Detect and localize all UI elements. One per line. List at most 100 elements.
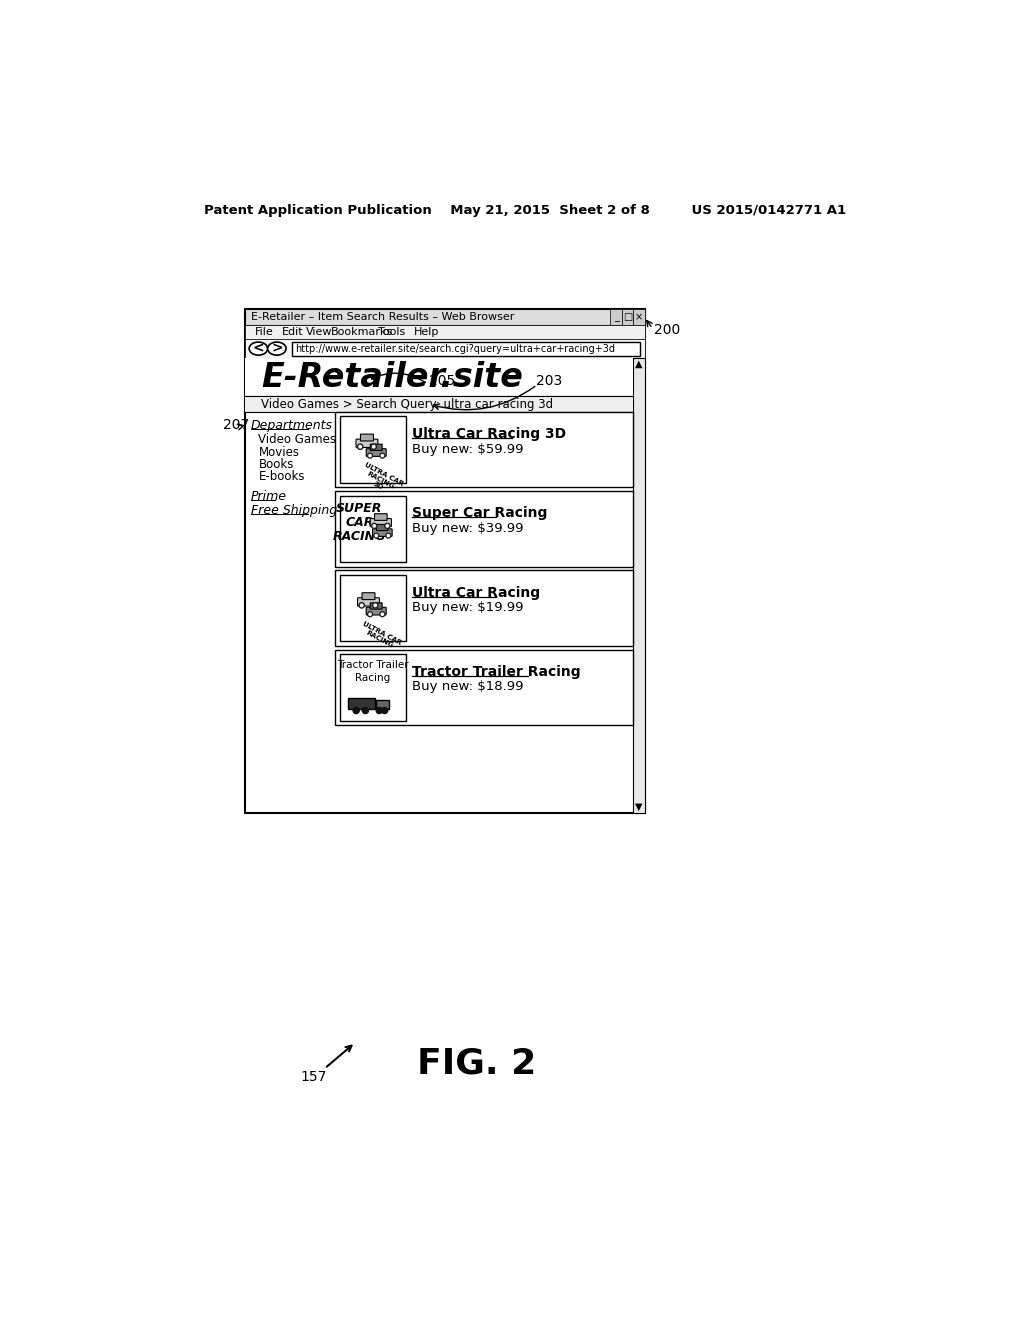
Circle shape <box>381 612 383 615</box>
Circle shape <box>353 708 359 714</box>
Text: Ultra Car Racing: Ultra Car Racing <box>413 586 541 599</box>
Circle shape <box>360 605 362 606</box>
Text: Tools: Tools <box>379 327 406 338</box>
Circle shape <box>386 525 388 527</box>
Text: Help: Help <box>414 327 439 338</box>
Bar <box>340 576 407 642</box>
Text: Buy new: $59.99: Buy new: $59.99 <box>413 442 524 455</box>
Circle shape <box>381 454 383 457</box>
Circle shape <box>375 535 378 537</box>
Circle shape <box>368 453 373 458</box>
Bar <box>348 698 375 709</box>
Circle shape <box>373 445 375 447</box>
Bar <box>245 358 634 396</box>
FancyBboxPatch shape <box>360 434 374 441</box>
Bar <box>336 412 634 487</box>
Bar <box>634 309 645 326</box>
Circle shape <box>386 533 391 539</box>
FancyBboxPatch shape <box>377 524 388 531</box>
Circle shape <box>357 444 362 449</box>
Text: Tractor Trailer Racing: Tractor Trailer Racing <box>413 665 581 678</box>
Text: Ultra Car Racing 3D: Ultra Car Racing 3D <box>413 428 566 441</box>
FancyBboxPatch shape <box>367 449 386 457</box>
Circle shape <box>359 603 365 609</box>
Text: Tractor Trailer
Racing: Tractor Trailer Racing <box>337 660 409 682</box>
Bar <box>245 309 645 813</box>
Text: □: □ <box>623 312 632 322</box>
Circle shape <box>382 708 388 714</box>
Text: 203: 203 <box>536 374 562 388</box>
Text: ×: × <box>635 312 643 322</box>
Text: E-books: E-books <box>258 470 305 483</box>
Circle shape <box>368 611 373 616</box>
Text: Books: Books <box>258 458 294 471</box>
Text: 157: 157 <box>301 1071 327 1084</box>
Text: View: View <box>306 327 333 338</box>
Text: FIG. 2: FIG. 2 <box>418 1047 537 1080</box>
Bar <box>336 491 634 566</box>
FancyBboxPatch shape <box>367 607 386 615</box>
Bar <box>245 326 645 339</box>
Ellipse shape <box>267 342 286 355</box>
Circle shape <box>373 525 376 527</box>
Text: File: File <box>255 327 274 338</box>
Text: <: < <box>253 342 264 355</box>
Circle shape <box>369 612 371 615</box>
Text: ▼: ▼ <box>636 801 643 812</box>
Text: E-Retailer.site: E-Retailer.site <box>261 360 523 393</box>
Circle shape <box>369 454 371 457</box>
Bar <box>245 309 645 326</box>
Text: Buy new: $39.99: Buy new: $39.99 <box>413 521 524 535</box>
FancyBboxPatch shape <box>356 440 378 447</box>
Bar <box>340 655 407 721</box>
Bar <box>336 649 634 725</box>
FancyBboxPatch shape <box>375 513 387 520</box>
FancyBboxPatch shape <box>373 529 392 536</box>
Bar <box>245 339 645 358</box>
Bar <box>610 309 622 326</box>
Circle shape <box>380 453 385 458</box>
FancyBboxPatch shape <box>362 593 375 599</box>
Bar <box>245 396 634 412</box>
FancyBboxPatch shape <box>357 598 380 606</box>
Text: Movies: Movies <box>258 446 299 458</box>
Circle shape <box>372 523 377 528</box>
Text: Buy new: $18.99: Buy new: $18.99 <box>413 681 524 693</box>
Text: 207: 207 <box>223 418 249 432</box>
Text: Video Games > Search Query: ultra car racing 3d: Video Games > Search Query: ultra car ra… <box>261 397 554 411</box>
Text: Buy new: $19.99: Buy new: $19.99 <box>413 601 524 614</box>
Circle shape <box>380 611 385 616</box>
Text: 205: 205 <box>429 374 456 388</box>
Circle shape <box>374 533 379 539</box>
Text: SUPER
CAR
RACING: SUPER CAR RACING <box>333 502 386 543</box>
Text: Departments: Departments <box>251 420 333 433</box>
Bar <box>622 309 634 326</box>
Circle shape <box>373 603 378 609</box>
Ellipse shape <box>249 342 267 355</box>
Text: E-Retailer – Item Search Results – Web Browser: E-Retailer – Item Search Results – Web B… <box>251 312 514 322</box>
Bar <box>634 358 645 813</box>
Circle shape <box>376 708 382 714</box>
Bar <box>340 416 407 483</box>
Text: Free Shipping: Free Shipping <box>251 504 337 517</box>
Text: Bookmarks: Bookmarks <box>331 327 393 338</box>
Text: Video Games: Video Games <box>258 433 336 446</box>
FancyBboxPatch shape <box>371 519 391 527</box>
Circle shape <box>371 444 377 449</box>
Text: Super Car Racing: Super Car Racing <box>413 507 548 520</box>
Bar <box>292 342 640 355</box>
Circle shape <box>374 605 377 606</box>
FancyBboxPatch shape <box>371 603 382 609</box>
Text: http://www.e-retailer.site/search.cgi?query=ultra+car+racing+3d: http://www.e-retailer.site/search.cgi?qu… <box>295 343 615 354</box>
Text: Patent Application Publication    May 21, 2015  Sheet 2 of 8         US 2015/014: Patent Application Publication May 21, 2… <box>204 205 846 218</box>
FancyBboxPatch shape <box>371 444 382 450</box>
Circle shape <box>362 708 369 714</box>
Text: >: > <box>271 342 283 355</box>
Text: ULTRA CAR
RACING
3D: ULTRA CAR RACING 3D <box>357 462 404 499</box>
Bar <box>336 570 634 645</box>
Text: ▲: ▲ <box>636 359 643 370</box>
Bar <box>340 496 407 562</box>
Circle shape <box>387 535 389 537</box>
Circle shape <box>359 445 361 447</box>
Circle shape <box>385 523 390 528</box>
